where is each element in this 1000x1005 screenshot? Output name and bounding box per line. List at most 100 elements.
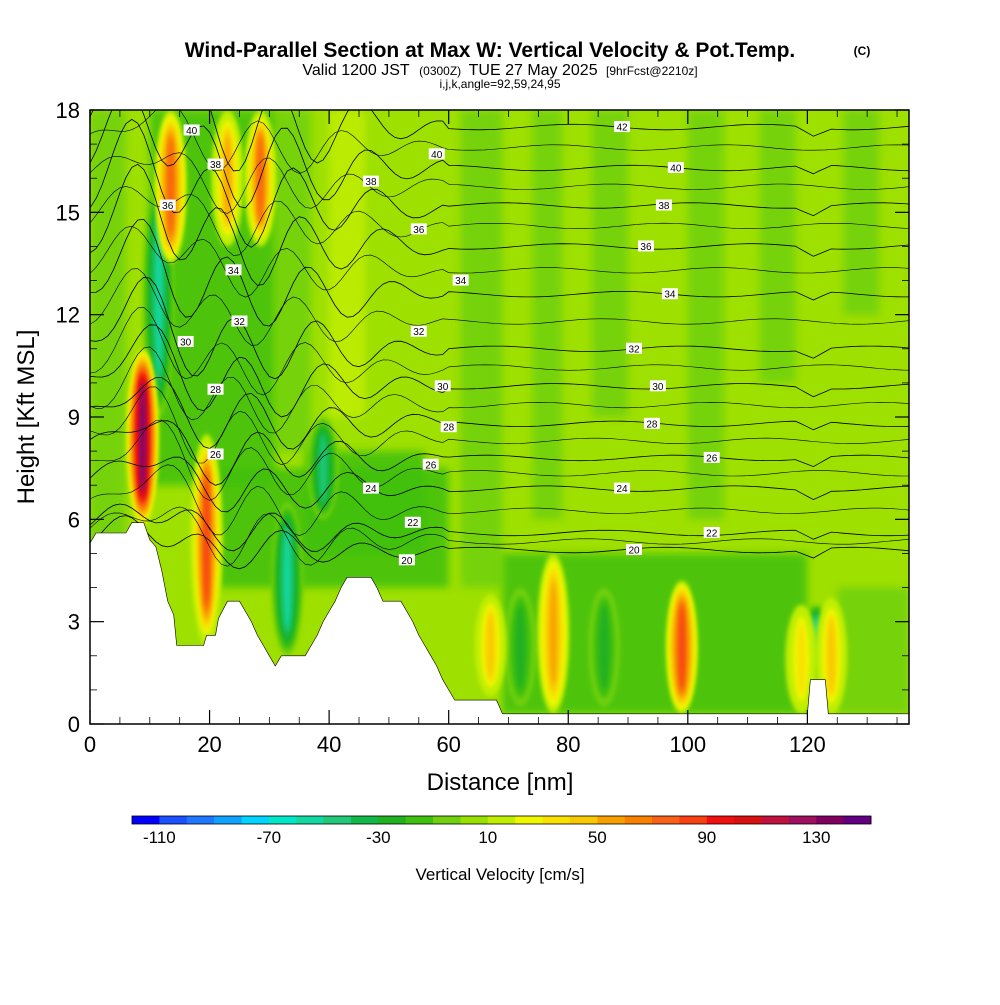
colorbar-swatch [159, 816, 188, 824]
colorbar-swatch [132, 816, 160, 824]
svg-text:30: 30 [437, 382, 449, 393]
field-band [759, 110, 796, 383]
colorbar-frame [131, 815, 872, 825]
isentrope-label: 24 [614, 482, 631, 495]
field-band [460, 110, 503, 588]
x-tick-label: 120 [789, 732, 826, 757]
isentrope-label: 42 [614, 121, 631, 134]
updraft-core [204, 476, 209, 604]
updraft-core [679, 606, 684, 688]
colorbar-swatch [487, 816, 516, 824]
isentrope-label: 26 [422, 458, 439, 471]
x-tick-label: 0 [84, 732, 96, 757]
svg-text:38: 38 [365, 177, 377, 188]
svg-text:22: 22 [706, 528, 718, 539]
colorbar-tick-label: 90 [697, 828, 716, 847]
chart-subtitle: Valid 1200 JST (0300Z) TUE 27 May 2025 [… [302, 62, 697, 79]
downdraft-core [598, 605, 610, 690]
updraft-core [140, 385, 145, 490]
isentrope-minor [90, 186, 909, 256]
isentrope-22 [90, 503, 909, 552]
grid-indices: i,j,k,angle=92,59,24,95 [439, 77, 560, 91]
svg-text:32: 32 [628, 344, 640, 355]
isentrope-label: 38 [207, 158, 224, 171]
isentrope-label: 34 [661, 288, 678, 301]
x-tick-label: 20 [197, 732, 221, 757]
downdraft-core [515, 605, 526, 690]
colorbar-swatch [268, 816, 297, 824]
colorbar-swatch [323, 816, 352, 824]
svg-text:32: 32 [234, 317, 246, 328]
y-axis-label: Height [Kft MSL] [13, 330, 40, 505]
isentrope-42 [90, 110, 909, 172]
colorbar-swatch [515, 816, 544, 824]
copyright-mark: (C) [854, 44, 871, 58]
svg-text:20: 20 [401, 556, 413, 567]
isentrope-label: 34 [225, 264, 242, 277]
colorbar-tick-label: -70 [257, 828, 282, 847]
colorbar-swatch [706, 816, 735, 824]
isentrope-label: 32 [231, 315, 248, 328]
colorbar-swatch [569, 816, 598, 824]
isentrope-label: 26 [703, 451, 720, 464]
svg-text:24: 24 [616, 484, 628, 495]
isentrope-28 [90, 377, 909, 450]
svg-text:40: 40 [431, 150, 443, 161]
colorbar-swatch [460, 816, 489, 824]
chart-title: Wind-Parallel Section at Max W: Vertical… [185, 39, 796, 62]
updraft-core [168, 139, 173, 234]
x-axis: 0 20 40 60 80 100 120 [84, 110, 898, 757]
isentrope-minor [90, 110, 909, 174]
isentrope-34 [90, 218, 909, 327]
colorbar-swatch [652, 816, 680, 824]
svg-text:36: 36 [413, 225, 425, 236]
colorbar-swatch [241, 816, 270, 824]
isentrope-minor [90, 152, 909, 214]
isentrope-lines [90, 110, 909, 570]
isentrope-38 [90, 118, 909, 248]
forecast-run: [9hrFcst@2210z] [606, 64, 698, 78]
isentrope-label: 28 [440, 421, 457, 434]
field-band [592, 110, 629, 417]
y-tick-label: 12 [56, 303, 80, 328]
isentrope-minor [90, 346, 909, 434]
isentrope-minor [90, 306, 909, 396]
svg-text:28: 28 [210, 385, 222, 396]
isentrope-minor [90, 506, 909, 567]
svg-text:40: 40 [186, 126, 198, 137]
colorbar-tick-label: 130 [802, 828, 830, 847]
svg-text:30: 30 [180, 337, 192, 348]
plot-area: 20 22 24 26 28 30 32 34 36 38 40 42 20 22 24 26 26 28 28 30… [90, 110, 909, 724]
isentrope-label: 28 [207, 383, 224, 396]
svg-text:26: 26 [210, 450, 222, 461]
isentrope-30 [90, 324, 909, 418]
svg-text:32: 32 [413, 327, 425, 338]
updraft-core [828, 618, 835, 693]
y-tick-label: 3 [68, 610, 80, 635]
isentrope-label: 24 [362, 482, 379, 495]
colorbar-swatch [624, 816, 653, 824]
isentrope-label: 20 [398, 554, 415, 567]
colorbar-swatch [542, 816, 571, 824]
isentrope-label: 30 [434, 380, 451, 393]
updraft-core [550, 582, 557, 685]
svg-text:40: 40 [670, 163, 682, 174]
isentrope-label: 40 [428, 148, 445, 161]
colorbar-ticks: -110 -70 -30 10 50 90 130 [143, 828, 830, 847]
isentrope-36 [90, 163, 909, 286]
colorbar-swatch [788, 816, 817, 824]
x-axis-label: Distance [nm] [427, 769, 574, 796]
isentrope-24 [90, 456, 909, 513]
isentrope-26 [90, 420, 909, 486]
isentrope-32 [90, 276, 909, 380]
updraft-core [487, 612, 494, 679]
svg-text:36: 36 [162, 201, 174, 212]
isentrope-label: 34 [452, 274, 469, 287]
isentrope-label: 40 [183, 124, 200, 137]
field-band [837, 587, 909, 714]
isentrope-40 [90, 110, 909, 209]
colorbar-tick-label: 50 [588, 828, 607, 847]
svg-text:28: 28 [443, 423, 455, 434]
